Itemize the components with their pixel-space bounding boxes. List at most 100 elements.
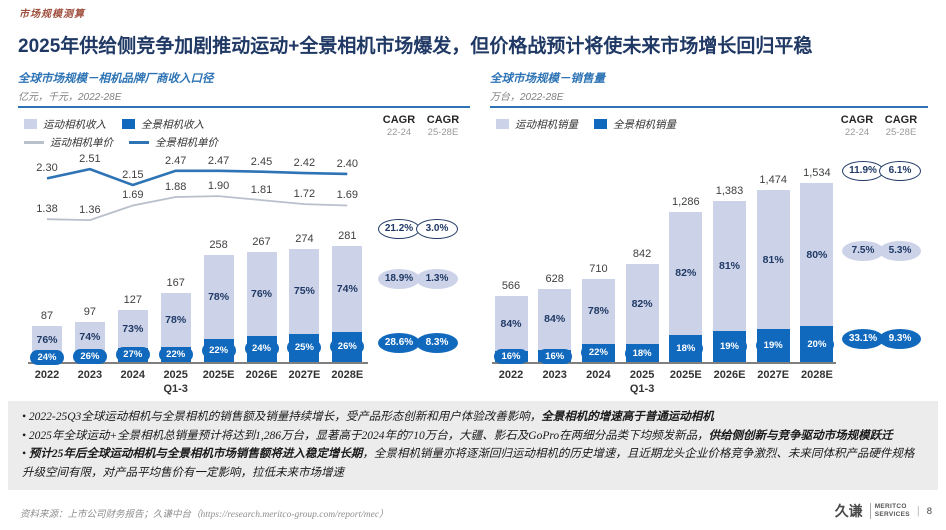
- line-point-label: 1.72: [293, 188, 316, 201]
- bar-total-label: 97: [83, 305, 97, 318]
- pano-share-label: 22%: [201, 342, 236, 358]
- bullet-marker-icon: •: [22, 429, 29, 442]
- legend-row: 运动相机收入 全景相机收入: [24, 115, 218, 133]
- pano-share-label: 22%: [158, 346, 193, 362]
- charts-row: 全球市场规模－相机品牌厂商收入口径 亿元，千元，2022-28E 运动相机收入全…: [18, 70, 928, 408]
- legend-label: 运动相机销量: [515, 119, 578, 131]
- action-share-label: 76%: [36, 333, 58, 346]
- bar-segment-action: [246, 251, 277, 336]
- chart-area: 566 84% 16% 2022 628 84% 16% 2023 710 78% 22% 2024 8…: [490, 146, 928, 398]
- legend-row: 运动相机单价 全景相机单价: [24, 133, 218, 151]
- cagr-period-label: 22-24: [386, 127, 412, 138]
- x-axis-label: 2023: [77, 369, 103, 381]
- line-point-label: 2.47: [164, 154, 187, 167]
- bar-total-label: 1,474: [759, 174, 787, 186]
- cagr-header-label: CAGR: [840, 114, 874, 126]
- bar-segment-action: [538, 288, 572, 351]
- pano-share-label: 27%: [115, 347, 150, 363]
- x-axis-label: 2025E: [669, 369, 702, 381]
- legend-item: 全景相机收入: [122, 117, 204, 132]
- cagr-value-badge: 8.3%: [416, 333, 458, 353]
- chart-title: 全球市场规模－销售量: [490, 73, 605, 85]
- action-price-line: [46, 195, 348, 222]
- logo-en-line1: MERITCO: [874, 503, 907, 511]
- legend-label: 运动相机单价: [50, 137, 113, 149]
- bar-total-label: 628: [545, 272, 564, 285]
- chart-panel-revenue: 全球市场规模－相机品牌厂商收入口径 亿元，千元，2022-28E 运动相机收入全…: [18, 70, 470, 408]
- x-axis-label: 2028E: [331, 369, 364, 381]
- company-logo: 久谦 MERITCO SERVICES | 8: [835, 501, 932, 521]
- cagr-header-label: CAGR: [426, 114, 460, 126]
- line-point-label: 2.45: [250, 155, 273, 168]
- x-axis-label: 2025 Q1-3: [163, 369, 188, 395]
- x-axis-label: 2026E: [245, 369, 278, 381]
- bar-segment-action: [581, 279, 615, 344]
- bar-total-label: 87: [40, 310, 54, 323]
- chart-subtitle: 亿元，千元，2022-28E: [18, 92, 122, 103]
- light-square-swatch-icon: [496, 119, 509, 129]
- cagr-value-badge: 18.9%: [378, 269, 420, 289]
- bar-total-label: 842: [632, 247, 652, 260]
- logo-en-line2: SERVICES: [874, 511, 910, 518]
- panel-body: 运动相机销量 全景相机销量 CAGR 22-24 CAGR 25-28E 566 8…: [490, 108, 928, 408]
- pano-share-label: 16%: [537, 348, 572, 364]
- line-point-label: 1.90: [207, 180, 230, 193]
- action-share-label: 78%: [208, 291, 230, 304]
- chart-area: 87 76% 24% 2022 97 74% 26% 2023 127 73% 27% 2024 167…: [18, 146, 470, 398]
- pano-share-label: 26%: [72, 349, 107, 365]
- logo-cn-text: 久谦: [834, 503, 863, 519]
- legend: 运动相机销量 全景相机销量: [496, 115, 676, 133]
- action-share-label: 82%: [631, 298, 653, 311]
- line-point-label: 1.88: [164, 181, 187, 194]
- line-point-label: 2.40: [336, 157, 358, 170]
- bar-segment-action: [289, 248, 320, 334]
- line-point-label: 2.42: [293, 157, 316, 170]
- bullet-item: • 2022-25Q3全球运动相机与全景相机的销售额及销量持续增长，受产品形态创…: [22, 408, 924, 427]
- section-eyebrow: 市场规模测算: [19, 9, 85, 20]
- bar-total-label: 1,534: [803, 167, 831, 179]
- cagr-header: CAGR 22-24 CAGR 25-28E: [835, 114, 923, 138]
- bullet-item: • 预计25年后全球运动相机与全景相机市场销售额将进入稳定增长期，全景相机销量亦…: [22, 445, 924, 482]
- line-point-label: 1.69: [336, 189, 358, 202]
- line-point-label: 2.47: [207, 154, 230, 167]
- line-point-label: 2.30: [36, 162, 58, 175]
- action-share-label: 84%: [500, 317, 522, 330]
- pano-share-label: 24%: [30, 350, 64, 366]
- bar-segment-action: [713, 200, 746, 332]
- x-axis-label: 2024: [120, 369, 146, 381]
- pano-share-label: 22%: [581, 345, 616, 361]
- legend-item: 全景相机销量: [594, 117, 676, 132]
- cagr-value-badge: 28.6%: [378, 333, 420, 353]
- panel-head: 全球市场规模－相机品牌厂商收入口径 亿元，千元，2022-28E: [18, 70, 470, 108]
- cagr-col-2: CAGR 25-28E: [879, 114, 923, 138]
- cagr-col-1: CAGR 22-24: [377, 114, 421, 138]
- action-share-label: 76%: [250, 287, 272, 300]
- legend-item: 运动相机单价: [24, 135, 113, 150]
- bar-segment-action: [203, 255, 234, 339]
- bar-segment-action: [669, 211, 703, 335]
- source-note: 资料来源：上市公司财务报告；久谦中台（https://research.meri…: [20, 510, 389, 520]
- cagr-col-2: CAGR 25-28E: [421, 114, 465, 138]
- bullet-text-bold: 供给侧创新与竞争驱动市场规模跃迁: [708, 429, 893, 442]
- chart-panel-volume: 全球市场规模－销售量 万台，2022-28E 运动相机销量 全景相机销量 CAGR…: [490, 70, 928, 408]
- legend-label: 运动相机收入: [43, 119, 106, 131]
- pano-share-label: 25%: [287, 340, 322, 356]
- x-axis-label: 2022: [498, 369, 524, 381]
- bar-segment-action: [160, 293, 191, 347]
- gray-line-swatch-icon: [24, 140, 44, 144]
- x-axis-label: 2028E: [800, 369, 833, 381]
- line-point-label: 1.69: [122, 189, 144, 202]
- legend-item: 全景相机单价: [129, 135, 218, 150]
- bullet-text: 2025年全球运动+全景相机总销量预计将达到1,286万台，显著高于2024年的…: [28, 429, 709, 442]
- bar-total-label: 258: [209, 239, 228, 252]
- cagr-header-label: CAGR: [382, 114, 416, 126]
- chart-subtitle: 万台，2022-28E: [490, 92, 564, 103]
- bar-total-label: 1,286: [672, 195, 700, 208]
- line-point-label: 1.81: [250, 184, 273, 197]
- x-axis-label: 2024: [586, 369, 611, 381]
- action-share-label: 74%: [336, 282, 358, 295]
- bar-total-label: 167: [166, 277, 185, 290]
- bar-total-label: 710: [589, 263, 608, 276]
- x-axis-label: 2023: [542, 369, 567, 381]
- cagr-col-1: CAGR 22-24: [835, 114, 879, 138]
